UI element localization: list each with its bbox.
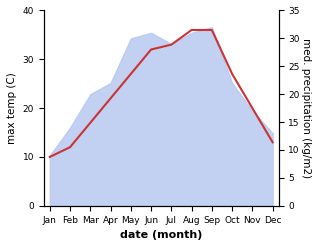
Y-axis label: max temp (C): max temp (C) xyxy=(7,72,17,144)
Y-axis label: med. precipitation (kg/m2): med. precipitation (kg/m2) xyxy=(301,38,311,178)
X-axis label: date (month): date (month) xyxy=(120,230,203,240)
